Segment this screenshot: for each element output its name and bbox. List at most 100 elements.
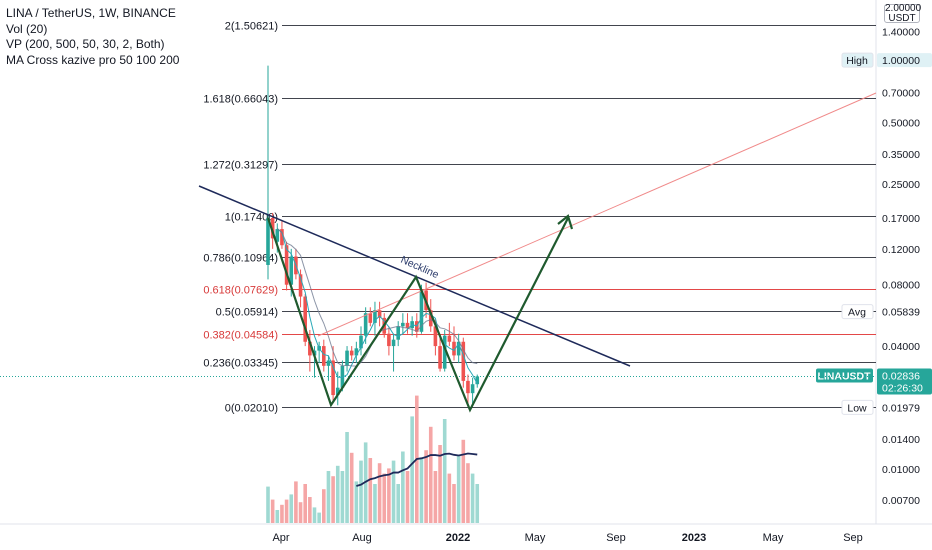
projection-trend-line[interactable] (317, 92, 877, 337)
fib-level-label: 1.618(0.66043) (203, 94, 278, 106)
volume-bar (270, 499, 275, 523)
candle-body[interactable] (359, 335, 363, 349)
volume-bar (396, 484, 400, 523)
candle-body[interactable] (470, 384, 475, 394)
candle-body[interactable] (326, 360, 331, 366)
candle-body[interactable] (284, 245, 289, 285)
candle-body[interactable] (289, 256, 294, 285)
candle-body[interactable] (377, 310, 382, 318)
candle-body[interactable] (396, 326, 400, 340)
volume-bar (368, 458, 373, 523)
candle-body[interactable] (331, 360, 335, 396)
volume-bar (345, 432, 349, 523)
ma-line-fast (276, 228, 478, 384)
price-tick-label: 0.08000 (882, 280, 920, 292)
volume-bar (331, 476, 335, 523)
price-tick-label: 0.00700 (882, 495, 920, 507)
time-tick-label: 2022 (446, 532, 470, 544)
volume-bar (452, 484, 456, 523)
candle-body[interactable] (401, 322, 405, 327)
time-tick-label: Sep (606, 532, 626, 544)
fib-level-label: 0.382(0.04584) (203, 330, 278, 342)
unit-top-value: 2.00000 (885, 3, 922, 14)
candle-body[interactable] (280, 229, 284, 246)
candle-body[interactable] (466, 380, 470, 394)
volume-bar (405, 471, 410, 523)
price-tick-label: 0.50000 (882, 118, 920, 130)
badge-value-bg (877, 400, 932, 415)
indicator-volume[interactable]: Vol (20) (6, 21, 48, 36)
neckline-trend-line[interactable] (198, 185, 631, 367)
candle-body[interactable] (354, 348, 359, 356)
time-tick-label: May (525, 532, 546, 544)
candle-body[interactable] (298, 274, 303, 297)
time-tick-label: Aug (352, 532, 372, 544)
volume-bar (470, 473, 475, 523)
volume-bar (289, 494, 294, 523)
volume-bar (354, 481, 359, 523)
price-badge-label: High (846, 55, 868, 67)
price-badge-value: 0.01979 (882, 402, 920, 414)
candle-body[interactable] (275, 229, 280, 242)
candle-body[interactable] (433, 326, 438, 347)
candle-body[interactable] (456, 341, 461, 356)
price-badge-label: Low (847, 402, 867, 414)
volume-bar (428, 426, 433, 523)
price-tick-label: 0.35000 (882, 149, 920, 161)
candle-body[interactable] (387, 333, 391, 347)
candle-body[interactable] (391, 339, 396, 347)
candle-body[interactable] (345, 350, 349, 366)
candle-body[interactable] (363, 313, 368, 336)
badge-value-bg (877, 304, 932, 319)
candle-body[interactable] (373, 310, 377, 323)
time-tick-label: 2023 (682, 532, 706, 544)
candle-body[interactable] (452, 341, 456, 356)
candle-body[interactable] (303, 296, 307, 342)
time-tick-label: Apr (272, 532, 289, 544)
price-tick-label: 0.17000 (882, 213, 920, 225)
volume-bar (466, 463, 470, 523)
indicator-volume-profile[interactable]: VP (200, 500, 50, 30, 2, Both) (6, 37, 165, 51)
candle-body[interactable] (461, 341, 466, 381)
volume-bar (424, 450, 428, 523)
candle-body[interactable] (475, 376, 480, 385)
symbol-title[interactable]: LINA / TetherUS, 1W, BINANCE (6, 6, 176, 20)
candle-body[interactable] (266, 218, 270, 265)
candle-body[interactable] (335, 387, 340, 396)
time-tick-label: Sep (843, 532, 863, 544)
volume-bar (335, 465, 340, 523)
price-tick-label: 0.04000 (882, 341, 920, 353)
candle-body[interactable] (419, 290, 424, 332)
w-pattern-path[interactable] (266, 217, 569, 413)
chart-legend: LINA / TetherUS, 1W, BINANCE Vol (20) VP… (6, 6, 179, 68)
candle-body[interactable] (322, 346, 326, 366)
currency-unit-label[interactable]: 2.00000 USDT (884, 3, 922, 24)
volume-bar (308, 497, 312, 523)
candle-body[interactable] (438, 346, 442, 369)
candle-body[interactable] (270, 218, 275, 239)
fib-level-label: 0.236(0.03345) (203, 358, 278, 370)
volume-bar (401, 451, 405, 523)
volume-bar (340, 471, 345, 523)
candle-body[interactable] (349, 350, 354, 356)
candle-body[interactable] (428, 310, 433, 327)
candle-body[interactable] (442, 335, 447, 369)
candle-body[interactable] (308, 341, 312, 356)
candle-body[interactable] (447, 335, 452, 342)
badge-label-bg (841, 52, 874, 68)
candle-body[interactable] (368, 313, 373, 323)
volume-bar (280, 504, 284, 523)
fib-level-label: 0(0.02010) (225, 403, 278, 415)
fib-level-label: 2(1.50621) (225, 21, 278, 33)
volume-bar (326, 471, 331, 523)
candle-body[interactable] (405, 322, 410, 329)
last-price-badge-bg (877, 368, 932, 395)
volume-bar (447, 473, 452, 523)
price-tick-label: 0.25000 (882, 179, 920, 191)
price-tick-label: 0.01400 (882, 434, 920, 446)
w-pattern-arrowhead (557, 214, 574, 230)
price-tick-label: 0.12000 (882, 244, 920, 256)
indicator-ma-cross[interactable]: MA Cross kazive pro 50 100 200 (6, 52, 180, 67)
volume-bar (322, 489, 326, 523)
